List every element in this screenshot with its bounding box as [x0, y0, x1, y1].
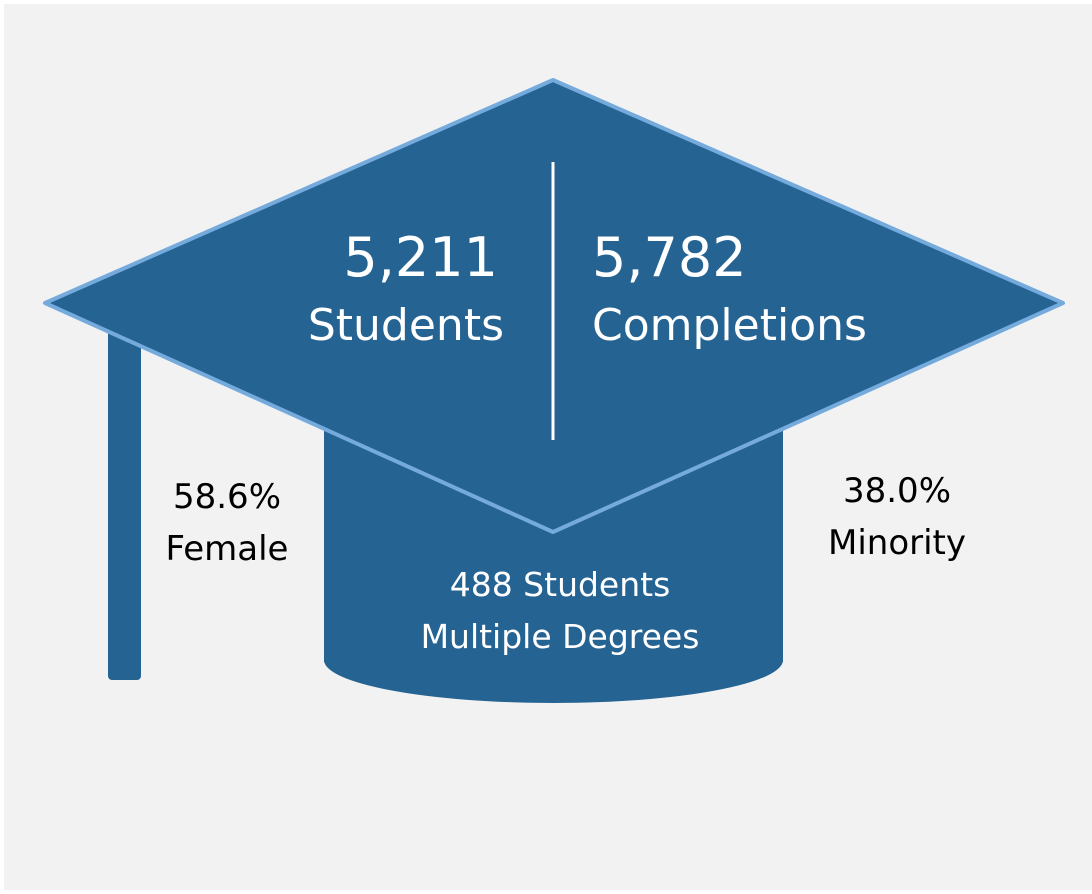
female-label: Female [166, 529, 289, 569]
cap-body-base [324, 617, 783, 703]
multiple-degrees-count: 488 Students [450, 565, 671, 604]
tassel [108, 320, 141, 680]
completions-value: 5,782 [592, 226, 747, 289]
minority-label: Minority [828, 523, 966, 563]
minority-value: 38.0% [843, 471, 951, 511]
students-value: 5,211 [343, 226, 498, 289]
completions-label: Completions [592, 300, 867, 351]
female-value: 58.6% [173, 477, 281, 517]
students-label: Students [308, 300, 504, 351]
multiple-degrees-label: Multiple Degrees [421, 617, 700, 656]
